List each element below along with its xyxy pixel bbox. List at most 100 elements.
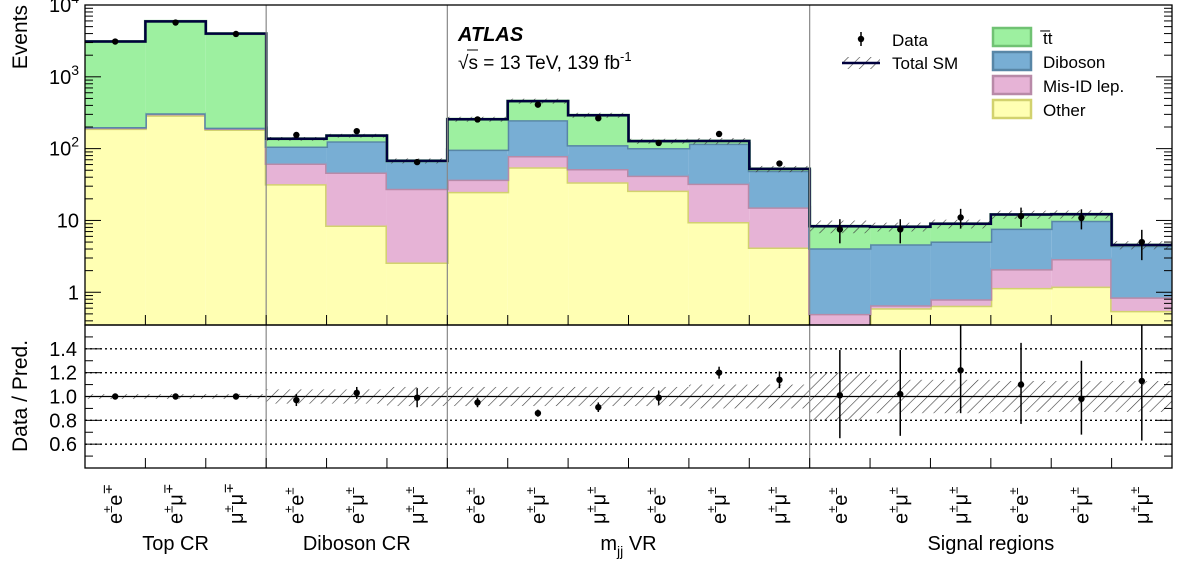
ratio-point — [413, 394, 421, 401]
charge-2: ± — [644, 487, 659, 494]
category-label-text: e±e± — [825, 487, 852, 524]
stack-bar-diboson — [990, 228, 1052, 270]
ratio-point — [1138, 377, 1146, 385]
stack-bar-diboson — [386, 160, 448, 189]
stack-bar-t-t — [85, 41, 146, 128]
stack-bar-mis-id-lep- — [507, 155, 569, 168]
ratio-y-tick-label: 0.8 — [49, 410, 77, 432]
category-label: μ±μ± — [764, 487, 791, 524]
data-point — [1017, 212, 1025, 220]
charge-1: ± — [583, 505, 598, 512]
stack-bar-diboson — [447, 149, 508, 180]
data-point — [474, 116, 481, 123]
stack-bar-other — [749, 247, 810, 325]
charge-1: ± — [221, 505, 236, 512]
y-tick-label: 103 — [49, 62, 79, 89]
legend-swatch — [991, 50, 1033, 72]
stack-bar-mis-id-lep- — [688, 183, 750, 223]
category-label-text: e±μ± — [1066, 487, 1093, 524]
data-point — [715, 130, 723, 138]
ratio-y-tick-label: 0.6 — [49, 434, 77, 456]
stack-bar-other — [628, 190, 689, 325]
category-label: e±e± — [463, 487, 490, 524]
category-label: μ±μ∓ — [221, 483, 248, 524]
stack-bar-diboson — [326, 141, 387, 173]
lepton-2: e — [1011, 495, 1033, 506]
charge-2: ∓ — [161, 483, 176, 494]
region-label: mjj VR — [600, 533, 656, 559]
category-label: e±μ∓ — [161, 483, 188, 524]
stack-bar-other — [870, 308, 931, 325]
data-point — [172, 19, 179, 26]
stack-bar-other — [990, 287, 1052, 325]
stack-bar-other — [85, 128, 146, 325]
data-point — [776, 160, 783, 167]
y-tick-base: 10 — [57, 210, 79, 232]
stack-bar-diboson — [568, 145, 629, 170]
stack-bar-other — [688, 222, 750, 325]
stack-bar-other — [266, 184, 327, 325]
ratio-y-tick-label: 1.0 — [49, 387, 77, 409]
y-tick-exponent: 2 — [71, 134, 79, 150]
ratio-point — [172, 393, 179, 400]
stack-bar-mis-id-lep- — [990, 269, 1052, 288]
lepton-2: μ — [1071, 494, 1093, 506]
region-label-main: m — [600, 533, 617, 555]
plot-frame — [84, 4, 1173, 469]
lepton-2: μ — [407, 494, 429, 506]
legend-swatch — [991, 74, 1033, 96]
lepton-2: e — [468, 495, 490, 506]
top-plot-area — [85, 19, 1172, 325]
charge-2: ± — [1006, 487, 1021, 494]
lepton-2: μ — [1132, 494, 1154, 506]
category-label-text: e±e± — [1006, 487, 1033, 524]
category-label-text: e±e∓ — [100, 484, 127, 524]
category-label-text: e±μ± — [523, 487, 550, 524]
legend-label: Mis-ID lep. — [1043, 77, 1124, 96]
charge-1: ± — [885, 506, 900, 513]
legend-data-label: Data — [892, 31, 928, 50]
stack-bar-mis-id-lep- — [326, 172, 387, 226]
category-label-text: μ±μ∓ — [221, 483, 248, 524]
stack-bar-t-t — [145, 21, 206, 114]
ratio-point — [957, 367, 964, 374]
region-label: Signal regions — [927, 533, 1054, 555]
legend-swatch — [991, 98, 1033, 120]
region-label-sub: jj — [616, 543, 623, 559]
legend-label: Other — [1043, 101, 1086, 120]
charge-2: ± — [885, 487, 900, 494]
stack-bar-other — [326, 225, 387, 325]
data-point — [1138, 238, 1146, 246]
y-tick-base: 1 — [68, 282, 79, 304]
lepton-1: μ — [407, 512, 429, 524]
category-label: e±μ± — [1066, 487, 1093, 524]
stack-bar-diboson — [809, 248, 871, 314]
energy-subtitle: √s = 13 TeV, 139 fb-1 — [458, 49, 632, 74]
category-label-text: μ±μ± — [764, 487, 791, 524]
charge-2: ± — [946, 487, 961, 494]
y-tick-exponent: 4 — [71, 0, 79, 6]
charge-1: ± — [1066, 506, 1081, 513]
ratio-point — [232, 393, 240, 400]
ratio-point — [353, 389, 360, 397]
legend-swatch — [991, 26, 1033, 48]
charge-2: ± — [463, 487, 478, 494]
charge-1: ± — [946, 505, 961, 512]
charge-2: ± — [764, 487, 779, 494]
charge-1: ± — [1127, 505, 1142, 512]
data-point — [413, 158, 421, 166]
stack-bar-other — [1111, 310, 1172, 325]
stack-bar-mis-id-lep- — [568, 169, 629, 183]
ratio-point — [836, 392, 844, 399]
ratio-point — [293, 396, 300, 404]
lepton-2: μ — [528, 494, 550, 506]
ratio-y-tick-label: 1.2 — [49, 363, 77, 385]
charge-1: ± — [402, 505, 417, 512]
data-point — [293, 131, 300, 139]
stack-bar-t-t — [447, 119, 508, 150]
lepton-1: e — [830, 513, 852, 524]
region-label-main: Diboson CR — [303, 533, 411, 555]
charge-1: ± — [1006, 506, 1021, 513]
data-point — [1078, 214, 1085, 222]
stack-bar-t-t — [326, 135, 387, 142]
